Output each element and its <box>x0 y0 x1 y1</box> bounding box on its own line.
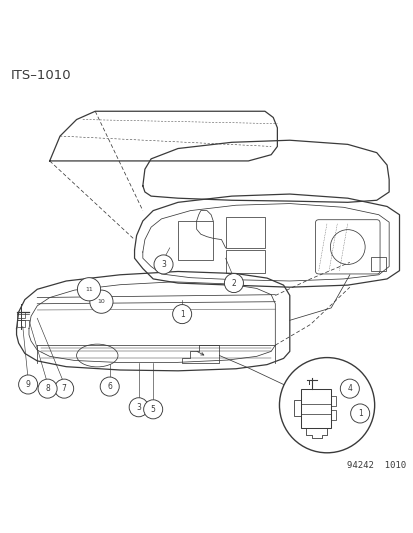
Text: 10: 10 <box>97 299 105 304</box>
Text: 8: 8 <box>45 384 50 393</box>
Text: 1: 1 <box>179 310 184 319</box>
Circle shape <box>77 278 100 301</box>
Text: 9: 9 <box>26 380 31 389</box>
Text: 2: 2 <box>231 279 236 288</box>
Circle shape <box>100 377 119 396</box>
Circle shape <box>279 358 374 453</box>
Circle shape <box>224 273 243 293</box>
Circle shape <box>19 375 38 394</box>
Bar <box>17 320 25 327</box>
Text: 6: 6 <box>107 382 112 391</box>
Text: 3: 3 <box>136 403 141 412</box>
Text: 1: 1 <box>357 409 362 418</box>
Text: 3: 3 <box>161 260 166 269</box>
Bar <box>17 312 25 318</box>
Text: 4: 4 <box>347 384 351 393</box>
Text: 5: 5 <box>150 405 155 414</box>
Circle shape <box>172 304 191 324</box>
Bar <box>225 217 264 248</box>
Bar <box>178 221 213 260</box>
Bar <box>370 257 385 271</box>
Bar <box>225 250 264 273</box>
Circle shape <box>55 379 74 398</box>
Circle shape <box>350 404 369 423</box>
Bar <box>293 400 301 416</box>
Circle shape <box>90 290 113 313</box>
Text: 94242  1010: 94242 1010 <box>346 461 405 470</box>
Circle shape <box>38 379 57 398</box>
Circle shape <box>339 379 358 398</box>
Circle shape <box>154 255 173 274</box>
Text: 11: 11 <box>85 287 93 292</box>
Bar <box>330 410 335 420</box>
Circle shape <box>143 400 162 419</box>
Bar <box>330 397 335 406</box>
Circle shape <box>129 398 148 417</box>
Text: ITS–1010: ITS–1010 <box>10 69 71 82</box>
Text: 7: 7 <box>62 384 66 393</box>
